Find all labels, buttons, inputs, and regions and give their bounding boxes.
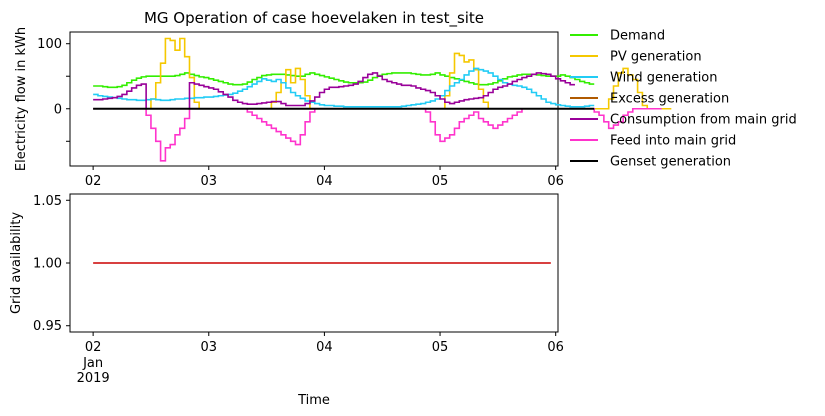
x-tick-label: 02 (85, 340, 102, 355)
legend-label: Genset generation (610, 155, 731, 170)
x-tick-label: 04 (316, 340, 333, 355)
y-tick-label: 100 (37, 37, 62, 52)
bottom-y-axis-label: Grid availability (9, 212, 24, 314)
x-tick-label: 03 (200, 340, 217, 355)
x-tick-label: 05 (432, 174, 449, 189)
legend-label: PV generation (610, 50, 702, 65)
series-line-feed-into-main-grid (93, 107, 662, 162)
x-tick-label: 06 (547, 174, 564, 189)
x-tick-label: 03 (200, 174, 217, 189)
series-line-wind-generation (93, 67, 595, 108)
bottom-y-ticks: 0.95 1.00 1.05 (33, 194, 70, 334)
top-axes: MG Operation of case hoevelaken in test_… (14, 9, 672, 189)
legend: Demand PV generation Wind generation Excess… (570, 29, 797, 170)
x-tick-label: 06 (547, 340, 564, 355)
legend-label: Consumption from main grid (610, 113, 797, 128)
y-tick-label: 1.00 (33, 257, 62, 272)
x-tick-sublabel: Jan (82, 356, 103, 371)
x-tick-label: 02 (85, 174, 102, 189)
legend-label: Wind generation (610, 71, 718, 86)
top-y-axis-label: Electricity flow in kWh (14, 27, 29, 171)
legend-label: Excess generation (610, 92, 729, 107)
y-tick-label: 1.05 (33, 194, 62, 209)
bottom-x-axis-label: Time (297, 393, 330, 408)
series-line-consumption-from-main-grid (93, 72, 575, 110)
top-series-lines (93, 37, 672, 162)
x-tick-sublabel: 2019 (77, 371, 110, 386)
x-tick-label: 05 (432, 340, 449, 355)
series-line-demand (93, 72, 595, 89)
y-tick-label: 0 (54, 102, 62, 117)
x-tick-label: 04 (316, 174, 333, 189)
top-plot-frame (69, 31, 559, 167)
top-chart-title: MG Operation of case hoevelaken in test_… (144, 9, 484, 28)
top-x-ticks: 02 03 04 05 06 (85, 166, 564, 189)
legend-label: Feed into main grid (610, 134, 736, 149)
legend-label: Demand (610, 29, 665, 44)
y-tick-label: 0.95 (33, 319, 62, 334)
top-y-ticks: 0 100 (37, 37, 70, 142)
